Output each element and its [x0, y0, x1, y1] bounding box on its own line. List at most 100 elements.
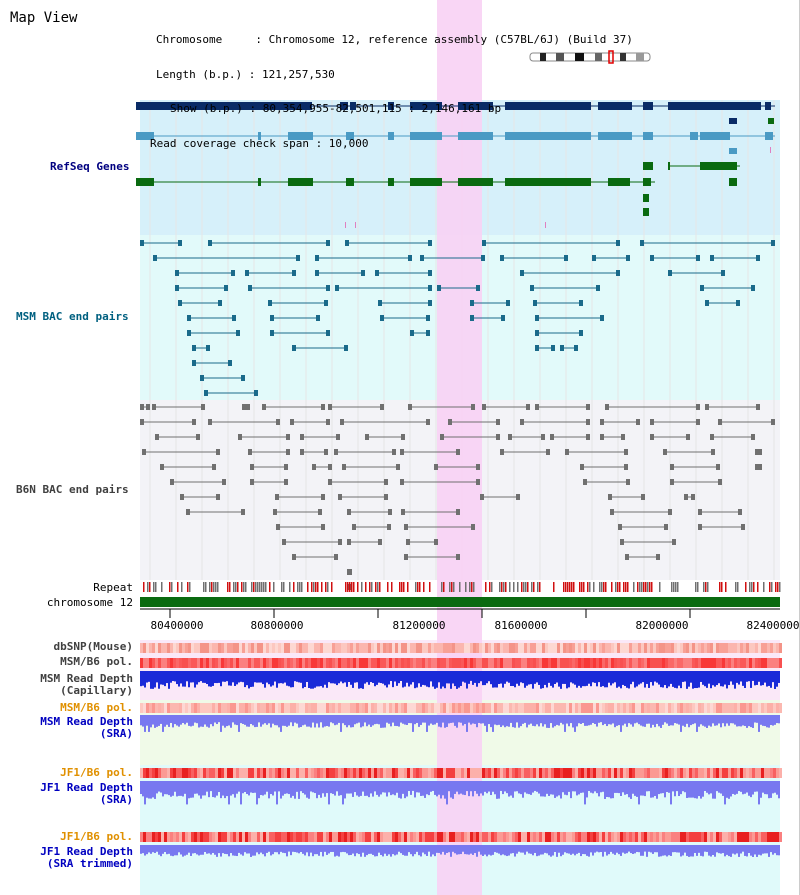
msm-pol2-cell — [743, 703, 746, 713]
jf1-trimmed-depth-bar — [452, 845, 454, 852]
jf1-sra-depth-bar — [226, 781, 228, 797]
dbsnp-cell — [677, 643, 680, 653]
jf1-trimmed-depth-bar — [568, 845, 570, 854]
jf1-pol-cell — [155, 768, 158, 778]
jf1-pol-cell — [347, 768, 350, 778]
b6n-bac-pair-end — [273, 509, 277, 515]
jf1-pol-cell — [626, 768, 629, 778]
msm-capillary-depth-bar — [742, 671, 744, 686]
jf1-pol2-cell — [659, 832, 662, 842]
msm-sra-depth-bar — [612, 715, 614, 724]
jf1-trimmed-depth-bar — [230, 845, 232, 854]
dbsnp-cell — [401, 643, 404, 653]
msm-capillary-depth-bar — [292, 671, 294, 688]
msm-pol-cell — [467, 658, 470, 668]
msm-pol-cell — [503, 658, 506, 668]
track-label-jf1-depth-trimmed[interactable]: JF1 Read Depth (SRA trimmed) — [40, 846, 133, 870]
b6n-bac-pair-end — [146, 404, 150, 410]
jf1-pol-cell — [218, 768, 221, 778]
msm-sra-depth-bar — [652, 715, 654, 725]
jf1-trimmed-depth-bar — [566, 845, 568, 854]
track-label-repeat[interactable]: Repeat — [93, 581, 133, 594]
msm-sra-depth-bar — [178, 715, 180, 727]
dbsnp-cell — [434, 643, 437, 653]
track-label-chromosome[interactable]: chromosome 12 — [46, 596, 133, 609]
msm-capillary-depth-bar — [694, 671, 696, 689]
track-label-msm-pol-2[interactable]: MSM/B6 pol. — [60, 701, 133, 714]
track-label-msm-depth-capillary[interactable]: MSM Read Depth (Capillary) — [40, 673, 133, 697]
track-label-msm-bac[interactable]: MSM BAC end pairs — [16, 310, 129, 323]
track-label-refseq[interactable]: RefSeq Genes — [50, 160, 130, 173]
track-label-jf1-depth-sra[interactable]: JF1 Read Depth (SRA) — [40, 782, 133, 806]
dbsnp-cell — [773, 643, 776, 653]
msm-capillary-depth-bar — [432, 671, 434, 687]
jf1-pol2-cell — [284, 832, 287, 842]
jf1-sra-depth-bar — [384, 781, 386, 793]
msm-capillary-depth-bar — [672, 671, 674, 687]
msm-capillary-depth-bar — [748, 671, 750, 682]
msm-sra-depth-bar — [304, 715, 306, 725]
jf1-pol2-cell — [548, 832, 551, 842]
jf1-pol2-cell — [731, 832, 734, 842]
jf1-pol2-cell — [530, 832, 533, 842]
msm-capillary-depth-bar — [622, 671, 624, 685]
track-label-dbsnp[interactable]: dbSNP(Mouse) — [53, 640, 133, 653]
refseq-gene-mid-exon — [258, 132, 261, 140]
msm-bac-pair-end — [335, 285, 339, 291]
jf1-pol-cell — [548, 768, 551, 778]
refseq-gene-mid-exon — [643, 132, 653, 140]
repeat-mark — [257, 582, 259, 592]
track-label-jf1-pol[interactable]: JF1/B6 pol. — [60, 766, 133, 779]
jf1-sra-depth-bar — [698, 781, 700, 797]
msm-sra-depth-bar — [150, 715, 152, 728]
b6n-bac-pair-end — [196, 434, 200, 440]
track-label-jf1-pol-2[interactable]: JF1/B6 pol. — [60, 830, 133, 843]
jf1-trimmed-depth-bar — [756, 845, 758, 857]
msm-capillary-depth-bar — [206, 671, 208, 685]
refseq-gene-green-small — [729, 178, 737, 186]
msm-capillary-depth-bar — [738, 671, 740, 685]
msm-sra-depth-bar — [242, 715, 244, 724]
dbsnp-cell — [524, 643, 527, 653]
msm-pol2-cell — [722, 703, 725, 713]
msm-sra-depth-bar — [494, 715, 496, 725]
jf1-sra-depth-bar — [722, 781, 724, 796]
dbsnp-cell — [410, 643, 413, 653]
jf1-pol2-cell — [752, 832, 755, 842]
repeat-mark — [537, 582, 539, 592]
msm-sra-depth-bar — [388, 715, 390, 724]
track-label-msm-pol[interactable]: MSM/B6 pol. — [60, 655, 133, 668]
jf1-pol2-cell — [509, 832, 512, 842]
b6n-bac-pair-end — [140, 419, 144, 425]
dbsnp-cell — [152, 643, 155, 653]
msm-sra-depth-bar — [472, 715, 474, 724]
msm-pol-cell — [410, 658, 413, 668]
jf1-pol-cell — [728, 768, 731, 778]
jf1-trimmed-depth-bar — [632, 845, 634, 854]
jf1-pol-cell — [167, 768, 170, 778]
jf1-trimmed-depth-bar — [432, 845, 434, 855]
jf1-pol-cell — [614, 768, 617, 778]
b6n-bac-pair-end — [387, 524, 391, 530]
jf1-trimmed-depth-bar — [694, 845, 696, 853]
track-label-msm-depth-sra[interactable]: MSM Read Depth (SRA) — [40, 716, 133, 740]
jf1-pol2-cell — [401, 832, 404, 842]
msm-capillary-depth-bar — [758, 671, 760, 682]
jf1-pol-cell — [269, 768, 272, 778]
track-label-b6n-bac[interactable]: B6N BAC end pairs — [16, 483, 129, 496]
msm-capillary-depth-bar — [626, 671, 628, 688]
msm-capillary-depth-bar — [286, 671, 288, 686]
msm-capillary-depth-bar — [636, 671, 638, 687]
repeat-mark — [233, 582, 235, 592]
jf1-trimmed-depth-bar — [634, 845, 636, 854]
msm-pol-cell — [767, 658, 770, 668]
jf1-sra-depth-bar — [536, 781, 538, 792]
msm-sra-depth-bar — [230, 715, 232, 728]
jf1-pol-cell — [572, 768, 575, 778]
jf1-sra-depth-bar — [350, 781, 352, 794]
msm-capillary-depth-bar — [566, 671, 568, 689]
msm-pol2-cell — [284, 703, 287, 713]
msm-sra-depth-bar — [506, 715, 508, 727]
dbsnp-cell — [749, 643, 752, 653]
msm-sra-depth-bar — [376, 715, 378, 724]
